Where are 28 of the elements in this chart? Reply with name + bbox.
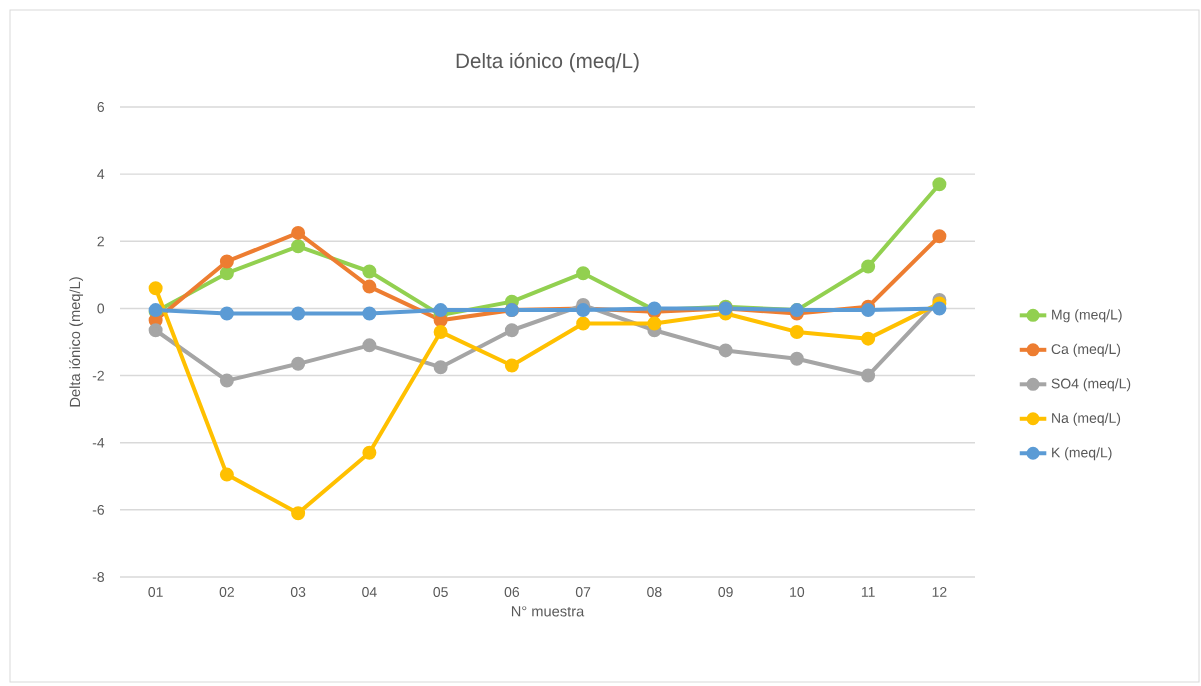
x-tick-label: 12	[932, 587, 947, 597]
y-tick-label: 4	[97, 169, 105, 179]
x-tick-label: 02	[219, 587, 234, 597]
x-tick-label: 09	[718, 587, 733, 597]
x-tick-label: 10	[790, 587, 805, 597]
y-tick-label: -2	[92, 370, 104, 381]
x-tick-label: 07	[575, 587, 591, 597]
chart-title: Delta iónico (meq/L)	[456, 52, 639, 73]
y-tick-label: -4	[92, 437, 105, 448]
legend-label: SO4 (meq/L)	[1051, 378, 1131, 392]
y-tick-label: 6	[97, 102, 105, 112]
legend-label: Na (meq/L)	[1052, 412, 1121, 426]
x-tick-label: 06	[504, 587, 520, 597]
x-tick-label: 01	[148, 587, 163, 597]
y-tick-label: -8	[92, 572, 105, 582]
x-tick-label: 05	[433, 587, 448, 597]
legend-label: Ca (meq/L)	[1051, 343, 1121, 357]
y-tick-label: -6	[92, 504, 105, 515]
y-tick-label: 0	[97, 303, 105, 314]
x-tick-label: 08	[647, 587, 662, 597]
y-tick-label: 2	[97, 236, 104, 247]
x-tick-label: 11	[861, 587, 875, 597]
x-tick-label: 04	[362, 587, 377, 597]
x-tick-label: 03	[290, 587, 306, 597]
x-axis-title: N° muestra	[511, 606, 585, 617]
legend-label: Mg (meq/L)	[1052, 309, 1122, 323]
y-axis-title: Delta iónico (meq/L)	[69, 277, 84, 407]
legend-label: K (meq/L)	[1052, 447, 1112, 461]
